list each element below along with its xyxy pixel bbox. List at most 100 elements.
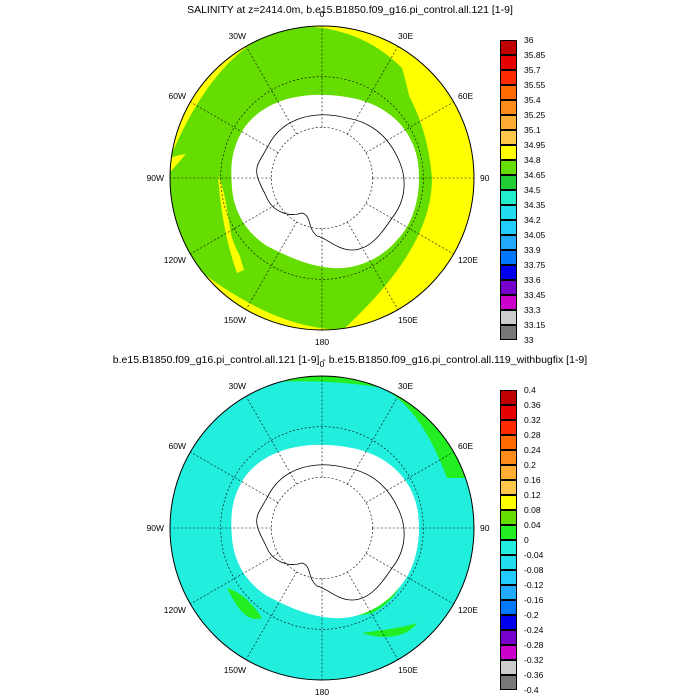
colorbar-swatch [500, 570, 517, 585]
colorbar-tick-label: 0.2 [524, 460, 536, 470]
antarctica-coastline [256, 114, 405, 251]
colorbar-swatch [500, 205, 517, 220]
colorbar-tick-label: 35.85 [524, 50, 546, 60]
colorbar-tick-label: 34.2 [524, 215, 541, 225]
colorbar-tick-label: 0.04 [524, 520, 541, 530]
colorbar-swatch [500, 55, 517, 70]
colorbar-tick-label: -0.08 [524, 565, 544, 575]
longitude-label: 90E [480, 523, 490, 533]
colorbar-tick-label: 33.45 [524, 290, 546, 300]
longitude-label: 0 [320, 359, 325, 369]
longitude-label: 60W [168, 441, 185, 451]
colorbar-swatch [500, 250, 517, 265]
colorbar-tick-label: 35.25 [524, 110, 546, 120]
colorbar-tick-label: 0.28 [524, 430, 541, 440]
colorbar-swatch [500, 85, 517, 100]
longitude-label: 60E [458, 91, 473, 101]
colorbar-tick-label: 0.24 [524, 445, 541, 455]
longitude-label: 30W [229, 31, 246, 41]
colorbar-swatch [500, 70, 517, 85]
colorbar-tick-label: 35.1 [524, 125, 541, 135]
longitude-label: 120E [458, 255, 478, 265]
colorbar-swatch [500, 615, 517, 630]
colorbar-swatch [500, 630, 517, 645]
graticule [170, 376, 474, 680]
colorbar-tick-label: -0.04 [524, 550, 544, 560]
top-map-title: SALINITY at z=2414.0m, b.e15.B1850.f09_g… [187, 4, 513, 16]
colorbar-tick-label: 35.55 [524, 80, 546, 90]
colorbar-swatch [500, 115, 517, 130]
colorbar-tick-label: 0 [524, 535, 529, 545]
longitude-label: 30E [398, 381, 413, 391]
colorbar-tick-label: -0.2 [524, 610, 539, 620]
colorbar-swatch [500, 280, 517, 295]
longitude-label: 30W [229, 381, 246, 391]
colorbar-tick-label: 33.9 [524, 245, 541, 255]
colorbar-swatch [500, 325, 517, 340]
colorbar-swatch [500, 295, 517, 310]
colorbar-tick-label: -0.24 [524, 625, 544, 635]
colorbar-swatch [500, 405, 517, 420]
colorbar-tick-label: -0.32 [524, 655, 544, 665]
top-polar-map: 0 30E 60E 90E 120E 150E 180 150W 120W 90W 60W 30W [147, 9, 490, 345]
longitude-label: 60E [458, 441, 473, 451]
colorbar-tick-label: 0.4 [524, 385, 536, 395]
colorbar-tick-label: 34.5 [524, 185, 541, 195]
map-border [169, 25, 475, 331]
colorbar-tick-label: 33 [524, 335, 534, 345]
colorbar-swatch [500, 190, 517, 205]
colorbar-tick-label: 33.6 [524, 275, 541, 285]
map-border [169, 375, 475, 681]
colorbar-swatch [500, 100, 517, 115]
colorbar-tick-label: 0.12 [524, 490, 541, 500]
colorbar-tick-label: 0.08 [524, 505, 541, 515]
positive-difference-region [227, 588, 262, 619]
longitude-label: 0 [320, 9, 325, 19]
colorbar-swatch [500, 310, 517, 325]
colorbar-tick-label: 33.15 [524, 320, 546, 330]
colorbar-tick-label: -0.12 [524, 580, 544, 590]
longitude-label: 90E [480, 173, 490, 183]
longitude-label: 180 [315, 337, 329, 345]
ice-shelf-region [231, 444, 420, 619]
colorbar-swatch [500, 450, 517, 465]
longitude-label: 120W [164, 605, 186, 615]
graticule [170, 26, 474, 330]
colorbar-tick-label: -0.28 [524, 640, 544, 650]
longitude-label: 150W [224, 315, 246, 325]
colorbar-tick-label: 36 [524, 35, 534, 45]
colorbar-swatch [500, 420, 517, 435]
longitude-label: 60W [168, 91, 185, 101]
colorbar-tick-label: 34.65 [524, 170, 546, 180]
longitude-label: 120E [458, 605, 478, 615]
colorbar-swatch [500, 480, 517, 495]
colorbar-tick-label: 33.3 [524, 305, 541, 315]
longitude-label: 150E [398, 665, 418, 675]
colorbar-swatch [500, 510, 517, 525]
colorbar-swatch [500, 540, 517, 555]
colorbar-tick-label: 0.36 [524, 400, 541, 410]
colorbar-swatch [500, 660, 517, 675]
colorbar-tick-label: -0.16 [524, 595, 544, 605]
longitude-label: 30E [398, 31, 413, 41]
longitude-label: 150W [224, 665, 246, 675]
antarctica-coastline [256, 464, 405, 601]
colorbar-swatch [500, 495, 517, 510]
colorbar-swatch [500, 265, 517, 280]
colorbar-swatch [500, 585, 517, 600]
colorbar-swatch [500, 220, 517, 235]
longitude-label: 90W [147, 173, 164, 183]
colorbar-tick-label: 0.32 [524, 415, 541, 425]
bottom-polar-map: 0 30E 60E 90E 120E 150E 180 150W 120W 90W 60W 30W [147, 359, 490, 695]
bottom-map-title: b.e15.B1850.f09_g16.pi_control.all.121 [… [112, 354, 588, 366]
positive-difference-region [362, 623, 417, 637]
colorbar-tick-label: 34.8 [524, 155, 541, 165]
colorbar-tick-label: 35.7 [524, 65, 541, 75]
longitude-label: 180 [315, 687, 329, 695]
colorbar-swatch [500, 390, 517, 405]
longitude-label: 120W [164, 255, 186, 265]
colorbar-swatch [500, 40, 517, 55]
colorbar-tick-label: 34.05 [524, 230, 546, 240]
colorbar-tick-label: 34.95 [524, 140, 546, 150]
colorbar-swatch [500, 435, 517, 450]
